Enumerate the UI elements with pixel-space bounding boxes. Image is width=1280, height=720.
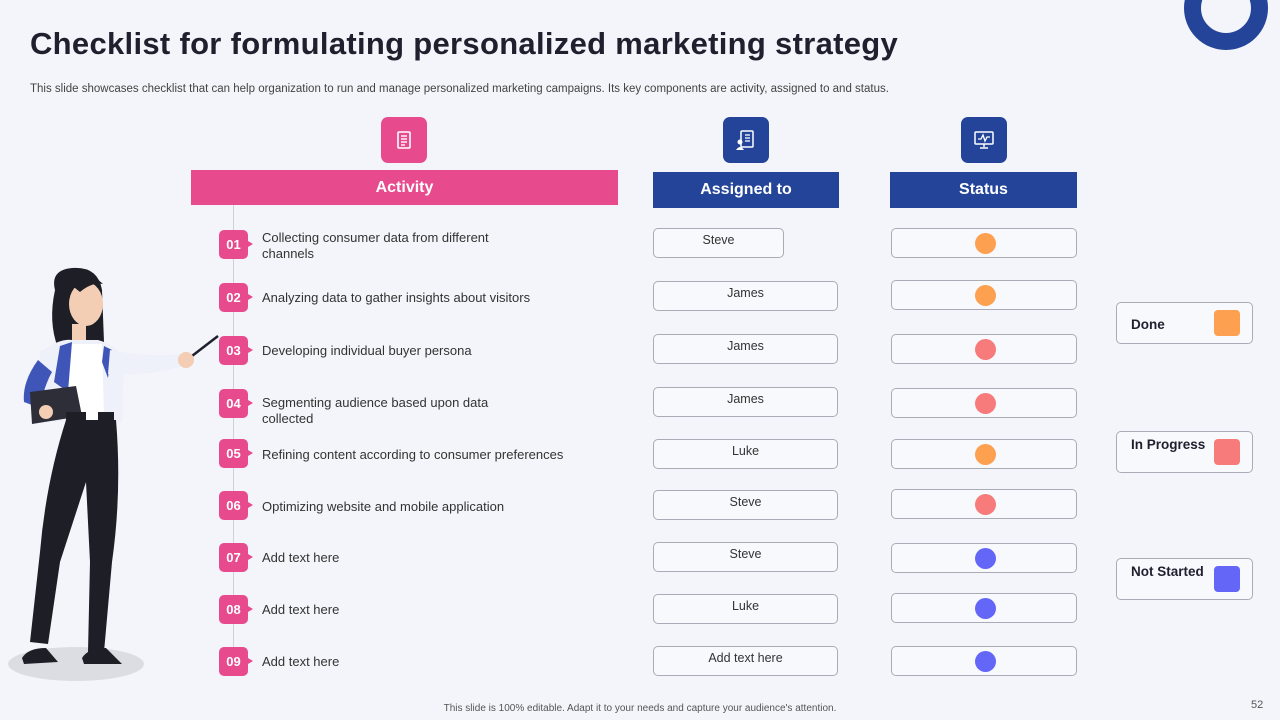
legend-not-started: Not Started bbox=[1116, 558, 1253, 600]
footer-note: This slide is 100% editable. Adapt it to… bbox=[443, 703, 837, 714]
assigned-to-cell: Steve bbox=[653, 542, 838, 572]
row-number: 03 bbox=[219, 336, 253, 365]
legend-in-progress-label: In Progress bbox=[1131, 437, 1206, 452]
activity-text: Optimizing website and mobile applicatio… bbox=[262, 499, 505, 514]
status-dot-done bbox=[975, 285, 996, 306]
activity-text: Segmenting audience based upon data coll… bbox=[262, 395, 489, 426]
status-dot-not-started bbox=[975, 548, 996, 569]
status-dot-not-started bbox=[975, 651, 996, 672]
assigned-to-cell: Steve bbox=[653, 490, 838, 520]
legend-not-started-label: Not Started bbox=[1131, 564, 1204, 579]
status-dot-in-progress bbox=[975, 393, 996, 414]
status-dot-done bbox=[975, 444, 996, 465]
status-cell bbox=[891, 439, 1077, 469]
status-dot-in-progress bbox=[975, 494, 996, 515]
status-cell bbox=[891, 228, 1077, 258]
page-title: Checklist for formulating personalized m… bbox=[30, 26, 899, 61]
status-cell bbox=[891, 646, 1077, 676]
status-cell bbox=[891, 543, 1077, 573]
presenter-woman-illustration bbox=[8, 267, 219, 681]
legend-done-swatch bbox=[1214, 310, 1240, 336]
assigned-to-cell: Add text here bbox=[653, 646, 838, 676]
assigned-to-cell: James bbox=[653, 281, 838, 311]
legend-in-progress: In Progress bbox=[1116, 431, 1253, 473]
status-dot-done bbox=[975, 233, 996, 254]
status-cell bbox=[891, 334, 1077, 364]
row-number: 02 bbox=[219, 283, 253, 312]
legend-done: Done bbox=[1116, 302, 1253, 344]
status-cell bbox=[891, 388, 1077, 418]
row-number: 05 bbox=[219, 439, 253, 468]
status-dot-not-started bbox=[975, 598, 996, 619]
assigned-to-cell: Steve bbox=[653, 228, 784, 258]
status-dot-in-progress bbox=[975, 339, 996, 360]
row-number: 08 bbox=[219, 595, 253, 624]
assigned-to-cell: Luke bbox=[653, 439, 838, 469]
assigned-to-cell: Luke bbox=[653, 594, 838, 624]
clipboard-person-icon bbox=[723, 117, 769, 163]
status-cell bbox=[891, 489, 1077, 519]
row-number: 07 bbox=[219, 543, 253, 572]
activity-text: Refining content according to consumer p… bbox=[262, 447, 564, 462]
status-cell bbox=[891, 593, 1077, 623]
row-number: 09 bbox=[219, 647, 253, 676]
row-number: 06 bbox=[219, 491, 253, 520]
activity-text: Add text here bbox=[262, 550, 340, 565]
status-cell bbox=[891, 280, 1077, 310]
corner-ring-decoration bbox=[1184, 0, 1268, 50]
row-number: 01 bbox=[219, 230, 253, 259]
page-subtitle: This slide showcases checklist that can … bbox=[30, 83, 889, 95]
activity-text: Add text here bbox=[262, 602, 340, 617]
activity-document-icon bbox=[381, 117, 427, 163]
assigned-to-cell: James bbox=[653, 334, 838, 364]
legend-in-progress-swatch bbox=[1214, 439, 1240, 465]
row-number: 04 bbox=[219, 389, 253, 418]
legend-not-started-swatch bbox=[1214, 566, 1240, 592]
activity-header: Activity bbox=[191, 170, 618, 205]
status-header: Status bbox=[890, 172, 1077, 208]
activity-text: Add text here bbox=[262, 654, 340, 669]
legend-done-label: Done bbox=[1131, 317, 1165, 332]
page-number: 52 bbox=[1251, 699, 1264, 711]
assigned-to-header: Assigned to bbox=[653, 172, 839, 208]
assigned-to-cell: James bbox=[653, 387, 838, 417]
activity-text: Developing individual buyer persona bbox=[262, 343, 472, 358]
activity-text: Analyzing data to gather insights about … bbox=[262, 290, 531, 305]
monitor-chart-icon bbox=[961, 117, 1007, 163]
activity-text: Collecting consumer data from different … bbox=[262, 230, 489, 261]
